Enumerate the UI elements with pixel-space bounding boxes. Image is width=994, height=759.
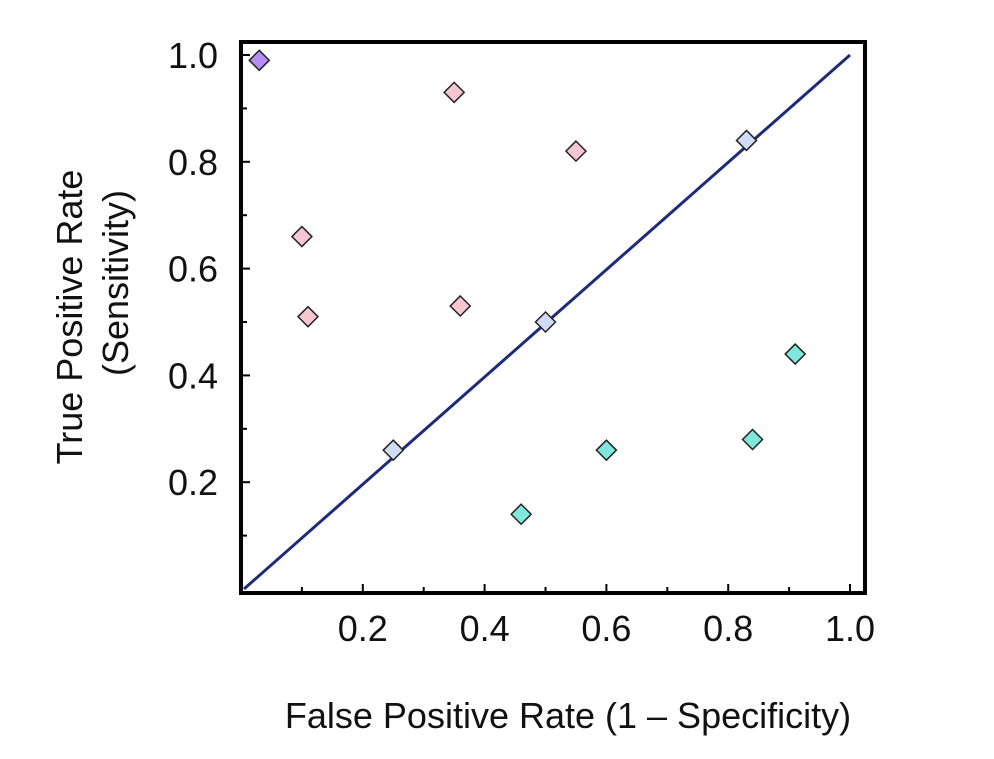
data-point-diamond (443, 81, 466, 104)
data-point-diamond (735, 129, 758, 152)
y-tick-label: 1.0 (168, 35, 218, 76)
data-point-diamond (290, 225, 313, 248)
x-tick-label: 0.2 (338, 608, 388, 649)
data-point-diamond (449, 294, 472, 318)
y-axis-title-line-1: True Positive Rate (49, 170, 90, 465)
data-point-diamond (248, 49, 271, 72)
data-points (248, 49, 807, 526)
data-point-diamond (382, 439, 405, 462)
data-point-diamond (784, 342, 807, 366)
x-tick-label: 0.8 (703, 608, 753, 649)
x-tick-label: 0.4 (460, 608, 510, 649)
x-tick-label: 0.6 (581, 608, 631, 649)
x-tick-label: 1.0 (825, 608, 875, 649)
x-axis-title: False Positive Rate (1 – Specificity) (285, 695, 851, 736)
data-point-diamond (564, 140, 588, 163)
y-tick-label: 0.2 (168, 462, 218, 503)
y-tick-label: 0.8 (168, 142, 218, 183)
data-point-diamond (595, 439, 618, 462)
y-axis-title-line-2: (Sensitivity) (95, 190, 136, 376)
data-point-diamond (296, 305, 320, 328)
tick-labels: 0.2 0.4 0.6 0.8 1.0 0.2 0.4 0.6 0.8 1.0 (168, 35, 875, 649)
data-point-diamond (741, 428, 764, 451)
plot-frame (239, 40, 867, 595)
data-point-diamond (534, 310, 557, 334)
data-point-diamond (510, 503, 533, 526)
y-tick-label: 0.4 (168, 355, 218, 396)
y-tick-label: 0.6 (168, 249, 218, 290)
